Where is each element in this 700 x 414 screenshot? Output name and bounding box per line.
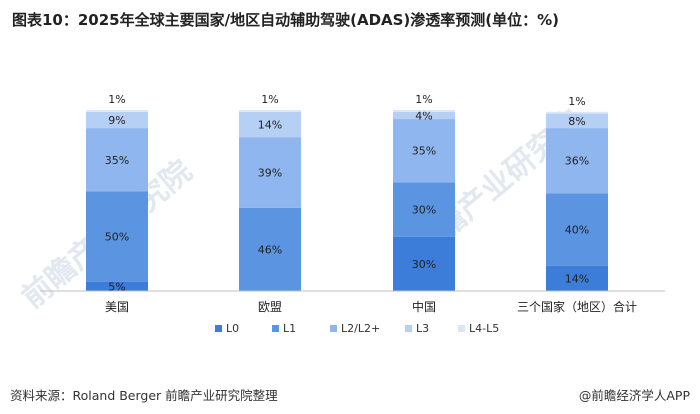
bar-segment <box>546 193 608 266</box>
bar-segment <box>546 111 608 114</box>
data-label: 1% <box>415 93 432 106</box>
data-label: 5% <box>108 280 125 293</box>
data-label: 8% <box>568 115 585 128</box>
data-label: 9% <box>108 114 125 127</box>
bar-segment <box>393 119 455 183</box>
category-label: 欧盟 <box>258 300 282 314</box>
bar-segment <box>239 207 301 291</box>
bar-segment <box>546 113 608 129</box>
bar-segment <box>546 128 608 194</box>
bar-segment <box>393 236 455 291</box>
category-label: 美国 <box>105 300 129 314</box>
bar-segment <box>239 110 301 112</box>
data-label: 1% <box>261 93 278 106</box>
data-label: 14% <box>258 118 282 131</box>
data-label: 1% <box>108 93 125 106</box>
data-label: 50% <box>105 231 129 244</box>
bar-segment <box>393 110 455 112</box>
bar-segment <box>546 265 608 291</box>
bar-segment <box>86 128 148 192</box>
category-label: 三个国家（地区）合计 <box>517 299 637 314</box>
data-label: 46% <box>258 243 282 256</box>
data-label: 30% <box>412 258 436 271</box>
legend-label: L0 <box>226 322 239 335</box>
legend-label: L4-L5 <box>469 322 499 335</box>
chart-title: 图表10：2025年全球主要国家/地区自动辅助驾驶(ADAS)渗透率预测(单位：… <box>12 11 560 29</box>
bar-segment <box>86 111 148 129</box>
legend-label: L1 <box>283 322 296 335</box>
bar-segment <box>393 182 455 237</box>
bar-segment <box>239 111 301 138</box>
legend-label: L3 <box>416 322 429 335</box>
bar-segment <box>86 191 148 282</box>
data-label: 35% <box>105 154 129 167</box>
data-label: 39% <box>258 166 282 179</box>
bar-segment <box>239 137 301 208</box>
brand-label: @前瞻经济学人APP <box>578 388 690 403</box>
data-label: 4% <box>415 109 432 122</box>
source-note: 资料来源：Roland Berger 前瞻产业研究院整理 <box>10 388 278 403</box>
legend-swatch <box>272 325 279 332</box>
data-label: 30% <box>412 204 436 217</box>
bar-segment <box>86 110 148 112</box>
data-label: 36% <box>565 155 589 168</box>
bar-segment <box>86 281 148 291</box>
data-label: 40% <box>565 223 589 236</box>
legend-swatch <box>215 325 222 332</box>
legend-swatch <box>330 325 337 332</box>
data-label: 14% <box>565 272 589 285</box>
legend-swatch <box>405 325 412 332</box>
category-label: 中国 <box>412 299 436 314</box>
data-label: 1% <box>568 95 585 108</box>
legend-swatch <box>458 325 465 332</box>
legend-label: L2/L2+ <box>341 322 380 335</box>
bar-segment <box>393 111 455 120</box>
data-label: 35% <box>412 145 436 158</box>
